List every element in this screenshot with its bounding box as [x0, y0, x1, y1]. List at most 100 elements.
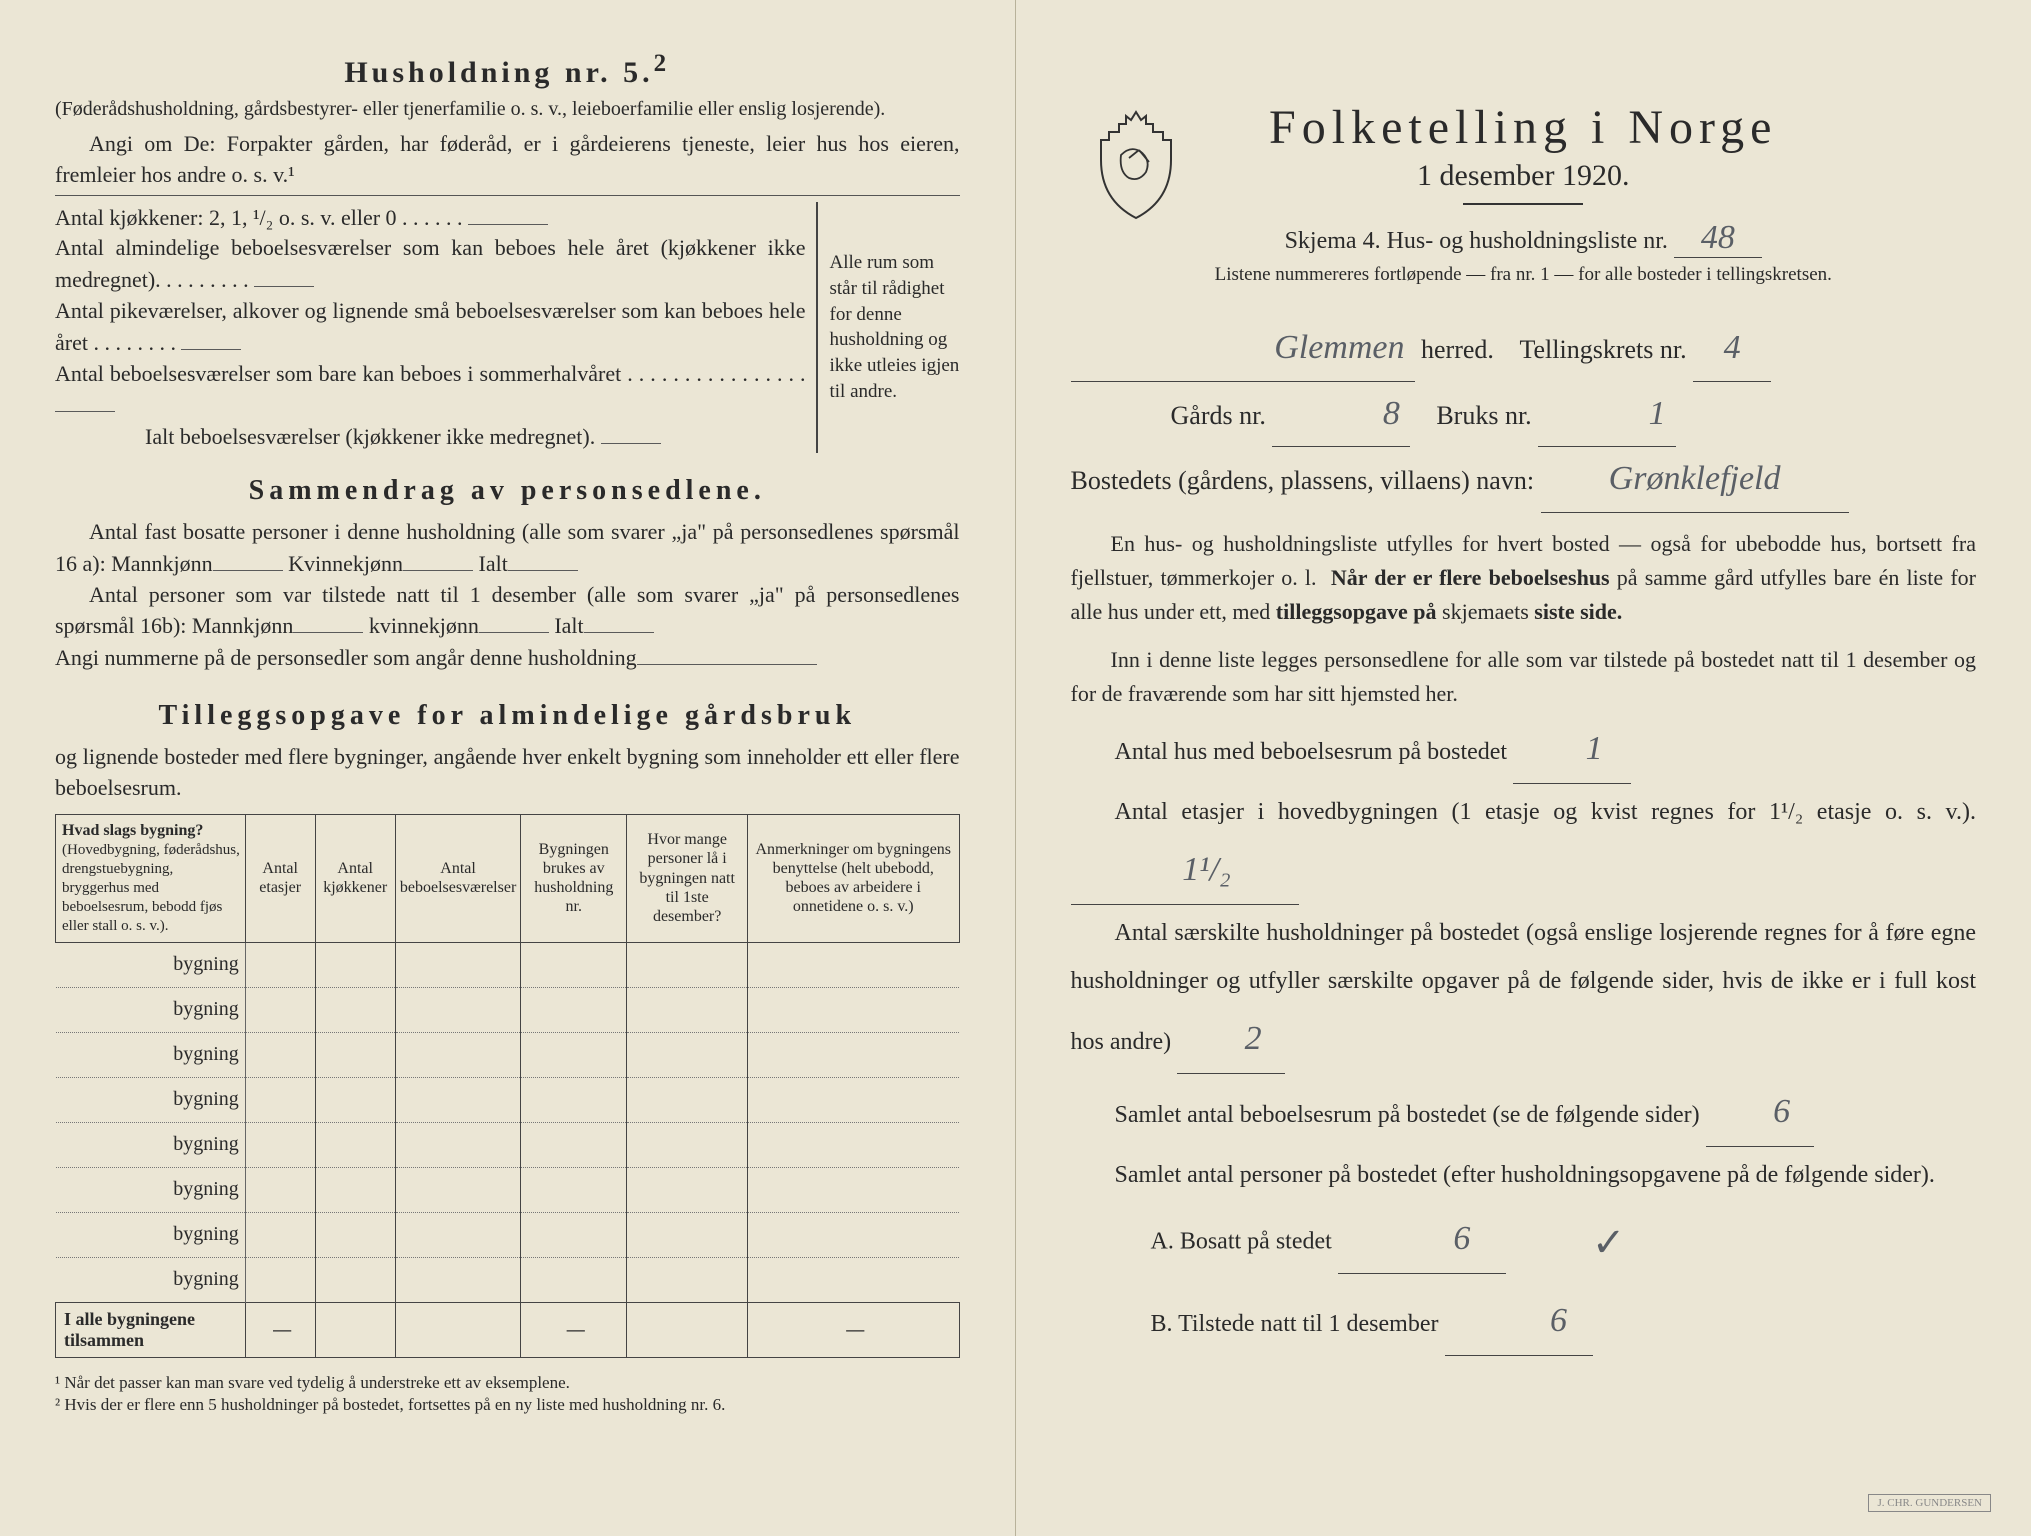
col3-head: Antal kjøkkener — [315, 814, 395, 942]
sam3-text: Angi nummerne på de personsedler som ang… — [55, 645, 637, 670]
table-row: bygning — [56, 942, 960, 987]
table-row: bygning — [56, 987, 960, 1032]
para-1: En hus- og husholdningsliste utfylles fo… — [1071, 527, 1977, 629]
table-total-row: I alle bygningene tilsammen — — — — [56, 1302, 960, 1357]
sam2b-text: kvinnekjønn — [369, 613, 479, 638]
stat-5b: B. Tilstede natt til 1 desember 6 — [1071, 1287, 1977, 1356]
cell — [748, 1032, 959, 1077]
sam1-fill-a — [213, 548, 283, 571]
sammendrag-title: Sammendrag av personsedlene. — [55, 475, 960, 507]
row-label: bygning — [56, 942, 246, 987]
household-heading-sup: 2 — [654, 50, 671, 77]
s3-value: 2 — [1177, 1005, 1285, 1074]
cell — [315, 987, 395, 1032]
skjema-label: Skjema 4. Hus- og husholdningsliste nr. — [1285, 228, 1668, 254]
cell — [521, 1212, 627, 1257]
table-row: bygning — [56, 1122, 960, 1167]
farm-table-body: bygning bygning bygning bygning bygning … — [56, 942, 960, 1357]
cell — [521, 1167, 627, 1212]
cell — [395, 942, 520, 987]
right-page: Folketelling i Norge 1 desember 1920. Sk… — [1016, 0, 2031, 1536]
herred-line: Glemmen herred. Tellingskrets nr. 4 — [1071, 316, 1977, 382]
sam3-fill — [637, 642, 817, 665]
cell — [748, 1077, 959, 1122]
listene-line: Listene nummereres fortløpende — fra nr.… — [1071, 264, 1977, 286]
title-rule — [1463, 203, 1583, 205]
sam2c-text: Ialt — [554, 613, 583, 638]
cell — [521, 1077, 627, 1122]
bosted-label: Bostedets (gårdens, plassens, villaens) … — [1071, 466, 1535, 495]
row-label: bygning — [56, 1212, 246, 1257]
row-label: bygning — [56, 1032, 246, 1077]
farm-table-head: Hvad slags bygning? (Hovedbygning, føder… — [56, 814, 960, 942]
sam-line-2: Antal personer som var tilstede natt til… — [55, 580, 960, 643]
rooms-l2-text: Antal pikeværelser, alkover og lignende … — [55, 298, 806, 355]
rooms-l4-text: Ialt beboelsesværelser (kjøkkener ikke m… — [145, 424, 595, 449]
cell — [627, 1302, 748, 1357]
l3-fill — [55, 389, 115, 412]
col6-head: Hvor mange personer lå i bygningen natt … — [627, 814, 748, 942]
stat-5a: A. Bosatt på stedet 6 ✓ — [1071, 1203, 1977, 1283]
total-dash: — — [245, 1302, 315, 1357]
sam2-fill-b — [479, 610, 549, 633]
s1-value: 1 — [1513, 715, 1631, 784]
household-heading: Husholdning nr. 5.2 — [55, 50, 960, 90]
s2-label: Antal etasjer i hovedbygningen (1 etasje… — [1115, 799, 1977, 825]
total-dash: — — [748, 1302, 959, 1357]
sam2-fill-c — [584, 610, 654, 633]
col4-head: Antal beboelsesværelser — [395, 814, 520, 942]
bruks-value: 1 — [1538, 382, 1676, 448]
sam1b-text: Kvinnekjønn — [288, 551, 403, 576]
gards-line: Gårds nr. 8 Bruks nr. 1 — [1071, 382, 1977, 448]
cell — [315, 1212, 395, 1257]
cell — [521, 987, 627, 1032]
rooms-l3: Antal beboelsesværelser som bare kan beb… — [55, 359, 806, 422]
brace-text: Alle rum som står til rådighet for denne… — [816, 202, 960, 453]
rooms-left: Antal kjøkkener: 2, 1, ¹/₂ o. s. v. elle… — [55, 202, 806, 453]
cell — [245, 1167, 315, 1212]
table-row: bygning — [56, 1032, 960, 1077]
sam2-fill-a — [293, 610, 363, 633]
cell — [521, 942, 627, 987]
s5b-label: B. Tilstede natt til 1 desember — [1151, 1311, 1439, 1337]
rooms-l2: Antal pikeværelser, alkover og lignende … — [55, 296, 806, 359]
footnote-1: ¹ Når det passer kan man svare ved tydel… — [55, 1372, 960, 1394]
row-label: bygning — [56, 1167, 246, 1212]
main-title: Folketelling i Norge — [1071, 100, 1977, 155]
footnote-2: ² Hvis der er flere enn 5 husholdninger … — [55, 1394, 960, 1416]
cell — [627, 1257, 748, 1302]
stat-1: Antal hus med beboelsesrum på bostedet 1 — [1071, 715, 1977, 784]
cell — [245, 1032, 315, 1077]
rooms-l1-text: Antal almindelige beboelsesværelser som … — [55, 235, 806, 292]
rooms-l4: Ialt beboelsesværelser (kjøkkener ikke m… — [55, 421, 806, 453]
row-label: bygning — [56, 1077, 246, 1122]
row-label: bygning — [56, 1257, 246, 1302]
skjema-nr-value: 48 — [1674, 219, 1762, 258]
cell — [627, 1122, 748, 1167]
cell — [521, 1257, 627, 1302]
total-dash: — — [521, 1302, 627, 1357]
cell — [748, 942, 959, 987]
col7-head: Anmerkninger om bygningens benyttelse (h… — [748, 814, 959, 942]
col2-head: Antal etasjer — [245, 814, 315, 942]
left-page: Husholdning nr. 5.2 (Føderådshusholdning… — [0, 0, 1016, 1536]
cell — [521, 1032, 627, 1077]
cell — [315, 1167, 395, 1212]
table-row: bygning — [56, 1167, 960, 1212]
farm-table: Hvad slags bygning? (Hovedbygning, føder… — [55, 814, 960, 1358]
cell — [748, 1167, 959, 1212]
s5b-value: 6 — [1445, 1287, 1593, 1356]
total-label: I alle bygningene tilsammen — [56, 1302, 246, 1357]
row-label: bygning — [56, 987, 246, 1032]
stat-3: Antal særskilte husholdninger på bostede… — [1071, 909, 1977, 1074]
para-2: Inn i denne liste legges personsedlene f… — [1071, 643, 1977, 711]
skjema-line: Skjema 4. Hus- og husholdningsliste nr. … — [1071, 219, 1977, 258]
cell — [245, 942, 315, 987]
row-label: bygning — [56, 1122, 246, 1167]
cell — [395, 1212, 520, 1257]
household-heading-text: Husholdning nr. 5. — [344, 56, 653, 89]
cell — [315, 1257, 395, 1302]
l1-fill — [254, 264, 314, 287]
s2-value: 1¹/₂ — [1071, 836, 1299, 905]
cell — [315, 1122, 395, 1167]
